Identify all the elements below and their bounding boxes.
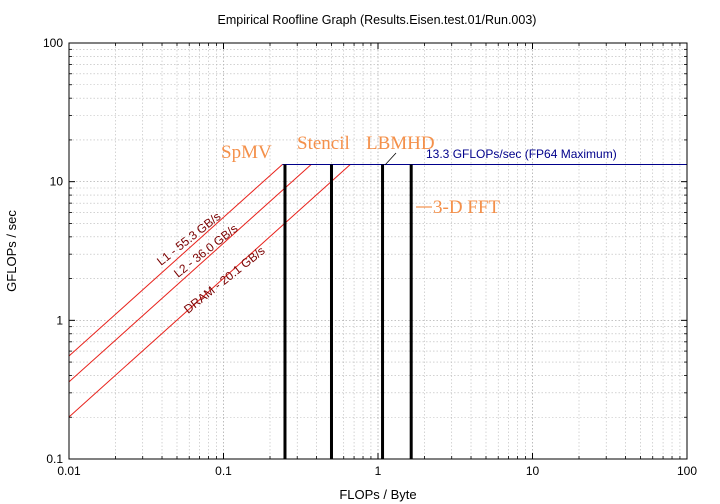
plot-frame [68,42,688,460]
kernel-label-spmv: SpMV [221,142,272,163]
kernel-label-lbmhd: LBMHD [366,133,435,154]
x-tick-label: 10 [526,464,540,478]
bandwidth-line [68,164,351,418]
kernel-label-fft: 3-D FFT [433,197,500,218]
grid-lines [69,43,687,459]
chart-title: Empirical Roofline Graph (Results.Eisen.… [218,13,537,27]
bandwidth-line [68,164,283,357]
series-layer [68,163,687,459]
y-tick-label: 10 [50,175,64,189]
y-tick-label: 100 [43,36,63,50]
y-tick-label: 0.1 [46,452,63,466]
x-tick-label: 1 [375,464,382,478]
y-axis-label: GFLOPs / sec [4,210,19,292]
bandwidth-line [68,164,312,383]
peak-label: 13.3 GFLOPs/sec (FP64 Maximum) [426,147,617,161]
x-axis-label: FLOPs / Byte [339,487,416,502]
kernel-label-stencil: Stencil [297,133,350,154]
x-tick-label: 0.1 [215,464,232,478]
lbmhd-leader-line [384,152,397,166]
x-tick-label: 100 [677,464,697,478]
y-tick-label: 1 [56,313,63,327]
x-tick-label: 0.01 [57,464,81,478]
